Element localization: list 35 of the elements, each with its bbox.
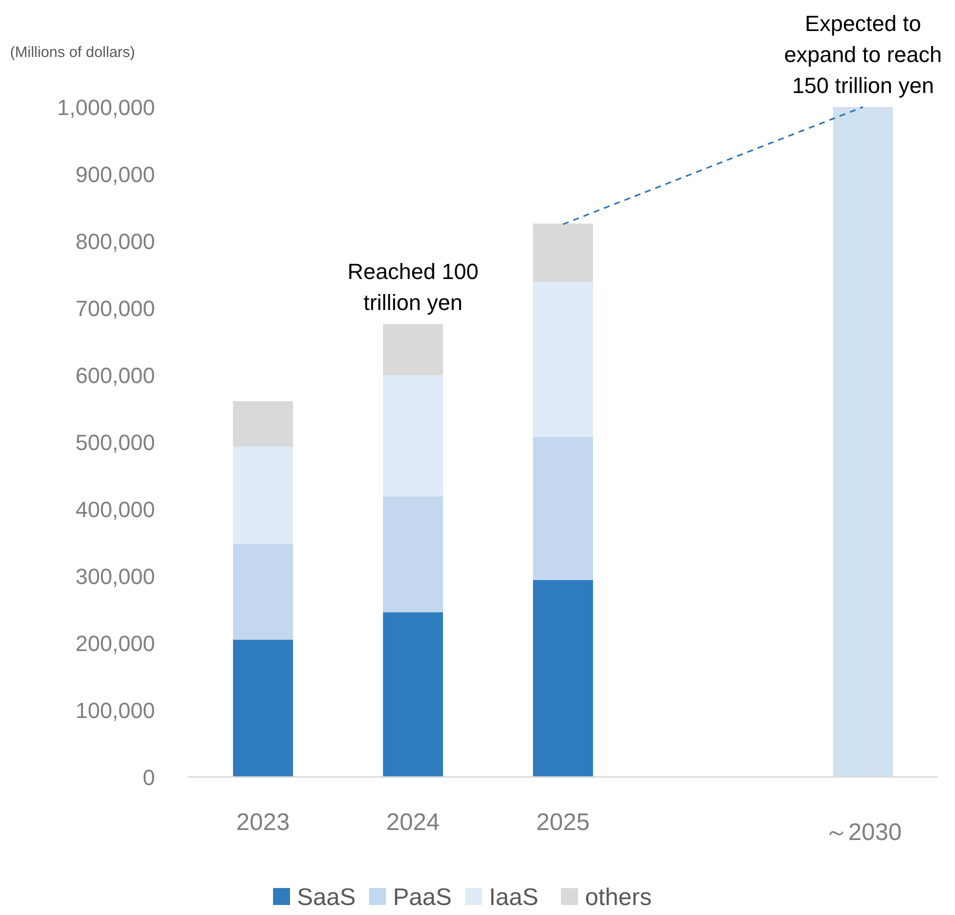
x-tick-label: 2025 (536, 809, 590, 836)
bar (233, 446, 293, 544)
y-tick-label: 500,000 (75, 430, 155, 455)
bar (533, 436, 593, 580)
annotation: Expected to expand to reach 150 trillion yen (784, 11, 942, 98)
y-tick-label: 400,000 (75, 497, 155, 522)
bar (383, 612, 443, 777)
bar (383, 324, 443, 375)
x-tick-label: 2024 (386, 809, 440, 836)
bar (233, 544, 293, 640)
x-tick-label: ～2030 (824, 819, 902, 846)
bar (533, 580, 593, 777)
y-tick-label: 600,000 (75, 363, 155, 388)
legend-label: PaaS (393, 884, 452, 911)
x-tick-label: 2023 (236, 809, 290, 836)
y-tick-label: 300,000 (75, 564, 155, 589)
y-tick-label: 0 (142, 765, 155, 790)
bar (383, 496, 443, 612)
y-tick-label: 100,000 (75, 698, 155, 723)
bar (533, 282, 593, 437)
y-axis-title: (Millions of dollars) (10, 44, 136, 61)
bar (833, 107, 893, 777)
y-tick-label: 900,000 (75, 162, 155, 187)
annotation: Reached 100 trillion yen (348, 259, 478, 316)
legend-label: SaaS (297, 884, 356, 911)
legend-label: others (585, 884, 652, 911)
bar (233, 640, 293, 777)
bar (383, 375, 443, 496)
y-tick-label: 1,000,000 (57, 95, 155, 120)
bar (533, 224, 593, 282)
y-tick-label: 800,000 (75, 229, 155, 254)
y-tick-label: 700,000 (75, 296, 155, 321)
bar (233, 401, 293, 447)
y-tick-label: 200,000 (75, 631, 155, 656)
legend-label: IaaS (489, 884, 538, 911)
